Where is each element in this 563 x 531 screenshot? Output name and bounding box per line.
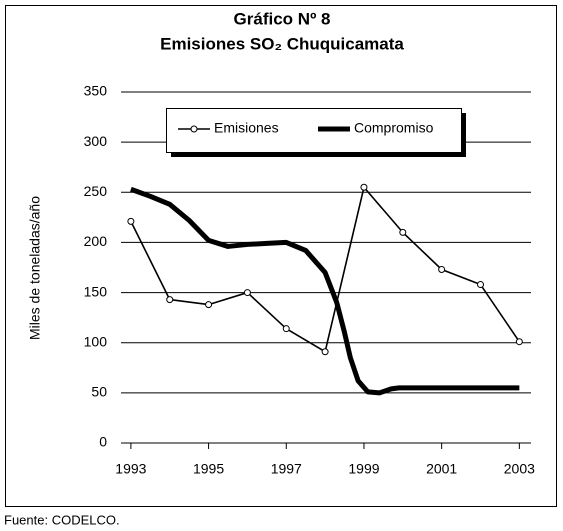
- y-tick-label: 50: [91, 384, 107, 400]
- x-tick-label: 1997: [271, 461, 302, 477]
- point: [166, 296, 174, 304]
- legend: [166, 108, 462, 153]
- y-tick-label: 200: [84, 233, 108, 249]
- y-tick-label: 100: [84, 333, 108, 349]
- x-tick-label: 2001: [426, 461, 457, 477]
- y-axis-label: Miles de toneladas/año: [27, 196, 43, 340]
- y-tick-label: 150: [84, 283, 108, 299]
- point: [438, 266, 446, 274]
- chart-title: Gráfico Nº 8: [234, 9, 331, 28]
- point: [477, 281, 484, 289]
- y-tick-label: 350: [84, 83, 108, 99]
- point: [399, 228, 407, 236]
- x-tick-label: 1999: [348, 461, 379, 477]
- x-tick-label: 2003: [504, 461, 535, 477]
- chart-frame: [5, 5, 557, 507]
- legend-marker: [190, 125, 198, 133]
- point: [243, 289, 251, 297]
- y-tick-label: 300: [84, 133, 108, 149]
- y-tick-label: 250: [84, 183, 108, 199]
- point: [515, 338, 523, 346]
- source: Fuente: CODELCO.: [4, 512, 120, 527]
- point: [127, 217, 135, 225]
- x-tick-label: 1995: [193, 461, 224, 477]
- legend-label: Compromiso: [354, 120, 434, 136]
- legend-label: Emisiones: [214, 120, 279, 136]
- point: [282, 325, 290, 333]
- x-tick-label: 1993: [115, 461, 146, 477]
- chart-title: Emisiones SO₂ Chuquicamata: [160, 34, 404, 53]
- y-tick-label: 0: [99, 434, 107, 450]
- point: [321, 348, 329, 356]
- line-series: [130, 186, 520, 396]
- point: [205, 301, 213, 309]
- point: [360, 183, 368, 191]
